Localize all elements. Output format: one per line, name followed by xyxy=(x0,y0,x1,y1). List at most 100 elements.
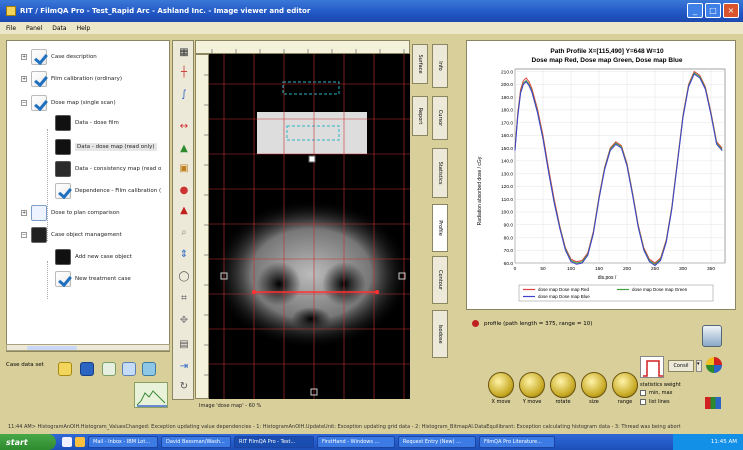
tab-info[interactable]: Info xyxy=(432,44,448,88)
tab-cursor[interactable]: Cursor xyxy=(432,96,448,140)
tree-item-dependence[interactable]: Dependence - Film calibration ( xyxy=(55,183,161,199)
min-max-checkbox[interactable] xyxy=(640,390,646,396)
film-icon xyxy=(55,249,71,265)
close-button[interactable]: × xyxy=(723,3,739,18)
collapse-icon[interactable]: − xyxy=(21,100,27,106)
tab-statistics[interactable]: Statistics xyxy=(432,148,448,198)
crosshair-tool-icon[interactable]: ┼ xyxy=(180,67,188,78)
task-mail[interactable]: Mail - Inbox - IBM Lot... xyxy=(88,436,158,448)
task-literature[interactable]: FilmQA Pro Literature... xyxy=(479,436,555,448)
chart-subtitle: Dose map Red, Dose map Green, Dose map B… xyxy=(532,57,683,64)
tab-surface[interactable]: Surface xyxy=(412,44,428,84)
start-button[interactable]: start xyxy=(0,434,56,450)
tab-contour[interactable]: Contour xyxy=(432,256,448,304)
task-firsthand[interactable]: FirstHand - Windows ... xyxy=(317,436,395,448)
y-tick-label: 70.0 xyxy=(504,248,514,254)
open-folder-icon[interactable] xyxy=(58,362,72,376)
menu-bar: File Panel Data Help xyxy=(0,22,743,34)
scroll-thumb[interactable] xyxy=(27,346,77,350)
tree-item-case-object-management[interactable]: − Case object management xyxy=(21,227,122,243)
film-icon xyxy=(55,139,71,155)
statistics-weight-label: statistics weight xyxy=(640,382,681,388)
ellipse-tool-icon[interactable]: ◯ xyxy=(178,271,190,282)
line-tool-icon[interactable]: ↔ xyxy=(179,121,189,132)
settings-gear-icon[interactable] xyxy=(702,325,722,347)
case-data-panel: Case data set xyxy=(6,358,170,410)
check-icon xyxy=(31,71,47,87)
filter-select[interactable]: Consil xyxy=(668,360,694,372)
tree-item-data-dose-map[interactable]: Data - dose map (read only) xyxy=(55,139,157,155)
legend-label: dose map Dose map Green xyxy=(632,287,688,292)
triangle-tool-icon[interactable]: ▲ xyxy=(180,205,188,216)
crop-tool-icon[interactable]: ⌗ xyxy=(181,293,187,304)
task-request-entry[interactable]: Request Entry (New) ... xyxy=(398,436,476,448)
roi-marker[interactable] xyxy=(282,81,340,95)
tree-item-film-calibration[interactable]: + Film calibration (ordinary) xyxy=(21,71,122,87)
chevron-down-icon[interactable]: ▾ xyxy=(696,360,702,372)
y-tick-label: 140.0 xyxy=(501,159,513,165)
expand-icon[interactable]: + xyxy=(21,210,27,216)
title-bar: RIT / FilmQA Pro - Test_Rapid Arc - Ashl… xyxy=(0,0,743,22)
size-knob[interactable] xyxy=(581,372,607,398)
app-icon xyxy=(6,6,16,16)
color-balls-icon[interactable]: ● xyxy=(179,185,189,196)
add-icon[interactable] xyxy=(102,362,116,376)
rotate-knob[interactable] xyxy=(550,372,576,398)
tree-item-add-new-case-object[interactable]: Add new case object xyxy=(55,249,132,265)
move-tool-icon[interactable]: ✥ xyxy=(179,315,189,326)
x-move-knob[interactable] xyxy=(488,372,514,398)
save-icon[interactable] xyxy=(80,362,94,376)
histogram-thumbnail xyxy=(134,382,168,408)
menu-panel[interactable]: Panel xyxy=(26,24,43,32)
range-knob[interactable] xyxy=(612,372,638,398)
menu-file[interactable]: File xyxy=(6,24,17,32)
check-icon xyxy=(31,95,47,111)
task-david[interactable]: David Bessman/Wash... xyxy=(161,436,231,448)
system-tray: 11:45 AM xyxy=(673,434,743,450)
x-tick-label: 200 xyxy=(623,266,631,272)
tab-report[interactable]: Report xyxy=(412,96,428,136)
x-tick-label: 50 xyxy=(540,266,546,272)
task-filmqa[interactable]: RIT FilmQA Pro - Test... xyxy=(234,436,314,448)
tab-profile[interactable]: Profile xyxy=(432,204,448,252)
camera-icon[interactable] xyxy=(142,362,156,376)
grid-tool-icon[interactable]: ▦ xyxy=(179,47,189,58)
menu-data[interactable]: Data xyxy=(52,24,67,32)
magnify-tool-icon[interactable]: ⌕ xyxy=(181,227,187,238)
expand-icon[interactable]: + xyxy=(21,76,27,82)
y-tick-label: 150.0 xyxy=(501,146,513,152)
horizontal-scrollbar[interactable] xyxy=(6,344,170,351)
dose-map-image-view[interactable] xyxy=(209,54,410,399)
tree-item-dose-to-plan[interactable]: + Dose to plan comparison xyxy=(21,205,120,221)
rgb-channels-icon[interactable] xyxy=(705,397,721,409)
tree-item-new-treatment-case[interactable]: New treatment case xyxy=(55,271,131,287)
tab-isodose[interactable]: Isodose xyxy=(432,310,448,358)
maximize-button[interactable]: □ xyxy=(705,3,721,18)
y-move-knob[interactable] xyxy=(519,372,545,398)
expand-icon[interactable]: + xyxy=(21,54,27,60)
x-tick-label: 350 xyxy=(707,266,715,272)
minimize-button[interactable]: _ xyxy=(687,3,703,18)
tree-item-data-dose-film[interactable]: Data - dose film xyxy=(55,115,119,131)
table-tool-icon[interactable]: ▤ xyxy=(179,339,189,350)
curve-tool-icon[interactable]: ∫ xyxy=(181,89,187,100)
tree-item-consistency-map[interactable]: Data - consistency map (read o xyxy=(55,161,161,177)
refresh-icon[interactable] xyxy=(122,362,136,376)
y-tick-label: 100.0 xyxy=(501,210,513,216)
collapse-icon[interactable]: − xyxy=(21,232,27,238)
quicklaunch-ie-icon[interactable] xyxy=(62,437,72,447)
x-tick-label: 150 xyxy=(595,266,603,272)
tree-item-case-description[interactable]: + Case description xyxy=(21,49,97,65)
rotate-tool-icon[interactable]: ↻ xyxy=(179,381,189,392)
resize-tool-icon[interactable]: ⇕ xyxy=(179,249,189,260)
fill-tool-icon[interactable]: ▲ xyxy=(180,143,188,154)
check-icon xyxy=(55,183,71,199)
quicklaunch-folder-icon[interactable] xyxy=(75,437,85,447)
menu-help[interactable]: Help xyxy=(76,24,91,32)
color-wheel-icon[interactable] xyxy=(706,357,722,373)
list-lines-checkbox[interactable] xyxy=(640,399,646,405)
export-tool-icon[interactable]: ⇥ xyxy=(179,361,189,372)
check-icon xyxy=(55,271,71,287)
layers-tool-icon[interactable]: ▣ xyxy=(179,163,189,174)
tree-item-dose-map[interactable]: − Dose map (single scan) xyxy=(21,95,116,111)
